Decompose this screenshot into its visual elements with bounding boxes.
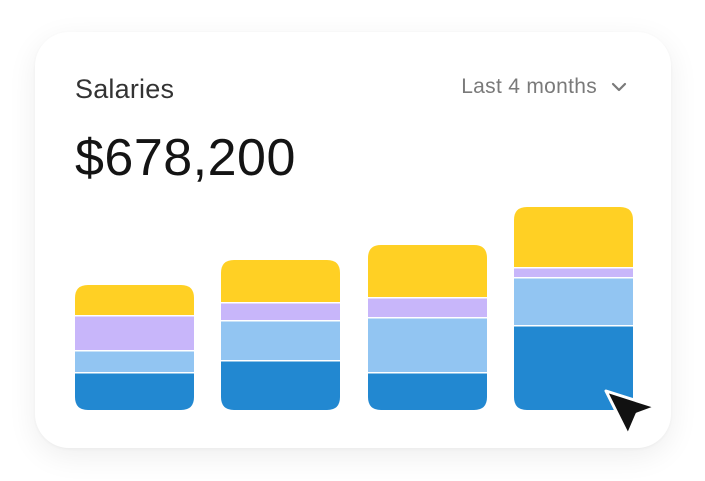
- bar-group[interactable]: [514, 207, 633, 410]
- card-title: Salaries: [75, 74, 175, 104]
- bar-segment: [75, 315, 194, 350]
- bar-segment: [368, 317, 487, 372]
- bar-group[interactable]: [368, 245, 487, 410]
- total-amount: $678,200: [75, 129, 296, 187]
- bar-segment: [514, 267, 633, 277]
- bar-segment: [75, 350, 194, 372]
- mouse-pointer-icon: [604, 389, 658, 437]
- period-label: Last 4 months: [461, 75, 597, 98]
- bar-segment: [221, 360, 340, 410]
- bar-segment: [368, 245, 487, 297]
- bar-segment: [221, 302, 340, 320]
- bar-segment: [75, 285, 194, 315]
- bar-segment: [514, 277, 633, 325]
- bar-segment: [368, 372, 487, 410]
- bar-group[interactable]: [75, 285, 194, 410]
- bar-segment: [368, 297, 487, 317]
- bar-segment: [75, 372, 194, 410]
- bar-segment: [514, 207, 633, 267]
- bar-group[interactable]: [221, 260, 340, 410]
- bar-segment: [221, 260, 340, 302]
- bar-segment: [221, 320, 340, 360]
- chevron-down-icon: [611, 82, 627, 92]
- period-dropdown[interactable]: Last 4 months: [461, 75, 627, 99]
